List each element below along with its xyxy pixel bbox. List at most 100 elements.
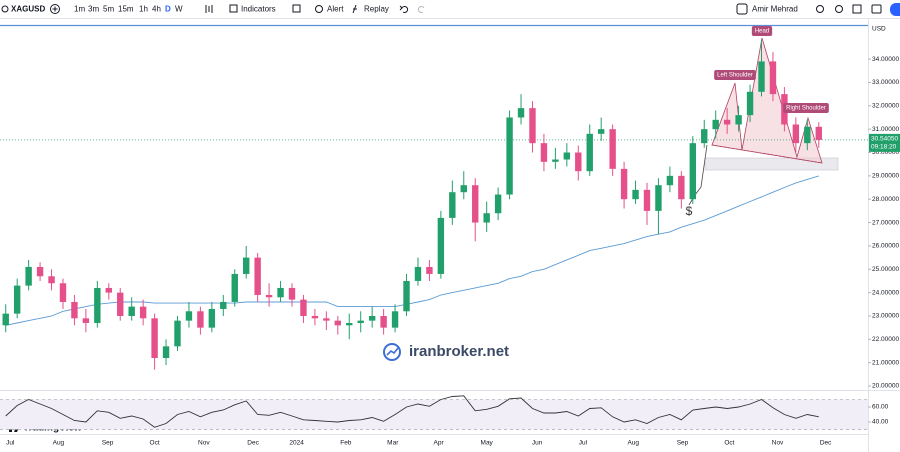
candle-body <box>426 266 433 274</box>
search-icon[interactable] <box>1 5 9 13</box>
x-tick-label: Apr <box>434 440 445 447</box>
candle-body <box>701 129 708 144</box>
y-tick-label: 23.00000 <box>872 313 899 320</box>
plot <box>0 40 868 370</box>
y-tick-label: 26.00000 <box>872 243 899 250</box>
candle-body <box>334 320 342 326</box>
x-tick-label: Aug <box>53 440 65 447</box>
y-tick-label: 34.00000 <box>872 56 899 63</box>
settings[interactable] <box>835 5 843 13</box>
rsi-band <box>0 399 868 430</box>
last-price-box <box>869 133 900 152</box>
rsi-line <box>5 395 819 428</box>
candle-body <box>265 294 273 298</box>
countdown: 09:18:20 <box>871 144 897 151</box>
y-tick-label: 29.00000 <box>872 173 899 180</box>
rsi-tick-label: 40.00 <box>872 419 889 426</box>
candle-body <box>323 318 330 321</box>
undo[interactable] <box>399 5 409 13</box>
interval[interactable]: 1m <box>74 5 85 14</box>
candle-body <box>243 257 250 274</box>
x-tick-label: Jul <box>579 440 588 447</box>
interval[interactable]: D <box>165 5 171 14</box>
candle-body <box>735 115 742 125</box>
y-tick-label: 22.00000 <box>872 336 899 343</box>
candle-body <box>643 189 651 211</box>
candle-body <box>139 306 147 319</box>
candle-body <box>346 322 353 326</box>
x-tick-label: Oct <box>724 440 734 447</box>
moving-average <box>5 175 819 326</box>
candle-body <box>529 108 536 144</box>
replay-icon <box>352 4 357 14</box>
candle-body <box>368 315 376 321</box>
snapshot[interactable] <box>871 4 882 14</box>
candle-body <box>300 299 307 316</box>
candle-body <box>666 175 674 186</box>
candle-body <box>563 152 571 160</box>
candle-body <box>403 280 410 312</box>
watermark-logo <box>383 343 401 361</box>
interval[interactable]: 1h <box>139 5 148 14</box>
pattern-label: Left Shoulder <box>717 73 753 79</box>
candle-body <box>746 91 754 116</box>
quick-search[interactable] <box>816 5 824 13</box>
pattern-label: Right Shoulder <box>786 106 826 112</box>
candle-body <box>94 287 101 323</box>
interval[interactable]: 5m <box>103 5 114 14</box>
y-tick-label: 27.00000 <box>872 219 899 226</box>
y-tick-label: 21.00000 <box>872 359 899 366</box>
candle-body <box>609 129 616 169</box>
interval[interactable]: 15m <box>118 5 134 14</box>
candle-body <box>105 287 112 293</box>
user-name[interactable]: Amir Mehrad <box>752 5 798 14</box>
replay-button[interactable]: Replay <box>364 5 389 14</box>
candle-body <box>277 287 284 298</box>
candle-body <box>815 126 822 140</box>
candle-body <box>36 266 44 277</box>
publish-button[interactable] <box>890 3 900 16</box>
candle-body <box>117 292 124 316</box>
x-tick-label: Sep <box>102 440 114 447</box>
candle-body <box>128 306 135 316</box>
x-tick-label: Feb <box>340 440 352 447</box>
templates-icon[interactable] <box>292 4 301 13</box>
indicators-button[interactable]: Indicators <box>241 5 276 14</box>
y-tick-label: 20.00000 <box>872 383 899 390</box>
candle-body <box>254 257 261 295</box>
candle-body <box>391 311 399 328</box>
candle-body <box>506 117 513 195</box>
candle-body <box>758 61 765 92</box>
candle-type-icon[interactable] <box>205 5 213 13</box>
avatar[interactable] <box>736 3 748 15</box>
y-tick-label: 30.00000 <box>872 149 899 156</box>
candle-body <box>25 266 32 286</box>
y-tick-label: 25.00000 <box>872 266 899 273</box>
support-zone <box>704 157 839 171</box>
candle-body <box>380 315 387 328</box>
redo[interactable] <box>417 5 425 13</box>
fullscreen[interactable] <box>852 4 862 14</box>
x-tick-label: Nov <box>198 440 210 447</box>
rsi-tick-label: 60.00 <box>872 404 889 411</box>
candle-body <box>288 287 296 300</box>
interval[interactable]: W <box>175 5 183 14</box>
candle-body <box>174 320 181 347</box>
candle-body <box>678 175 685 200</box>
candle-body <box>2 313 9 326</box>
symbol[interactable]: XAGUSD <box>11 5 45 14</box>
add-symbol[interactable] <box>50 4 60 14</box>
interval[interactable]: 3m <box>88 5 99 14</box>
pattern-label-box <box>751 26 773 36</box>
candle-body <box>357 320 364 323</box>
alert-button[interactable]: Alert <box>327 5 344 14</box>
candle-body <box>575 152 582 172</box>
watermark-logo-arrow <box>386 347 399 356</box>
candle-body <box>208 308 216 328</box>
candle-body <box>82 318 90 323</box>
candle-body <box>792 124 800 144</box>
interval[interactable]: 4h <box>152 5 161 14</box>
candle-body <box>414 266 422 281</box>
